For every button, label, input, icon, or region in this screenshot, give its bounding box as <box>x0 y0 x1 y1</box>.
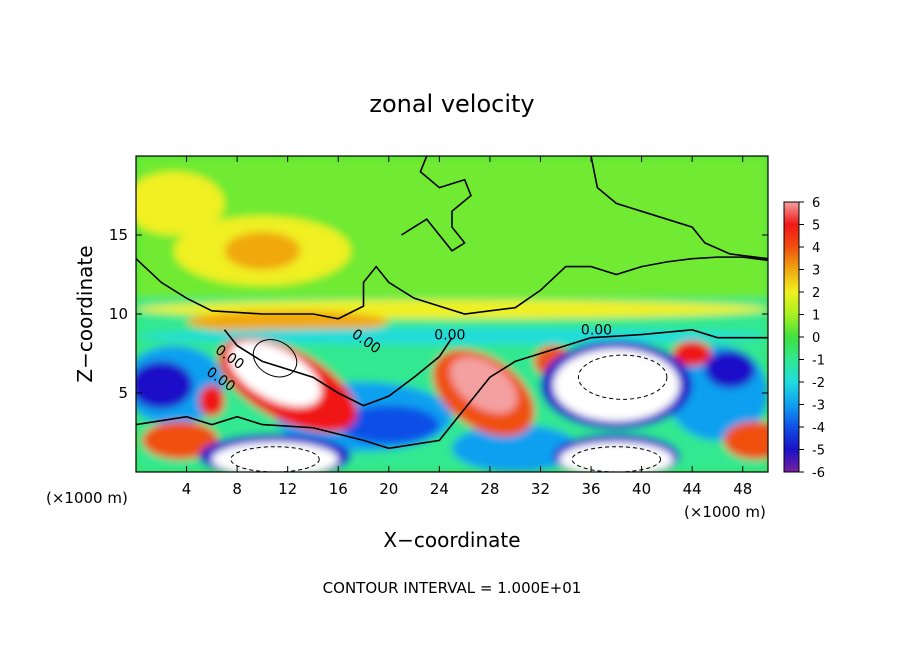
cold-bottom-right-core <box>559 441 674 472</box>
x-tick-label: 8 <box>232 480 242 498</box>
colorbar-tick-label: 3 <box>812 264 820 279</box>
x-tick-label: 40 <box>632 480 651 498</box>
zero-contour-upper <box>136 256 768 320</box>
warm-upper-left <box>136 171 225 235</box>
colorbar-tick-label: -6 <box>812 466 825 481</box>
y-axis-ticks: 5 10 15 <box>109 226 768 402</box>
colorbar-ticks: 6 5 4 3 2 1 0 -1 -2 -3 -4 -5 -6 <box>799 196 825 481</box>
x-unit-right: (×1000 m) <box>684 503 766 521</box>
colorbar-tick-label: 5 <box>812 219 820 234</box>
cold-bottom-mid <box>452 424 579 472</box>
inner-contour-right <box>577 354 668 400</box>
colorbar-tick-label: -5 <box>812 444 825 459</box>
zero-contour-lines <box>136 156 768 472</box>
velocity-field <box>136 156 768 472</box>
warm-band-left <box>186 310 389 333</box>
colorbar: 6 5 4 3 2 1 0 -1 -2 -3 -4 -5 -6 <box>783 196 825 481</box>
colorbar-tick-label: 2 <box>812 286 820 301</box>
x-axis-ticks: 4 8 12 16 20 24 28 32 36 40 44 48 <box>182 156 752 498</box>
x-tick-label: 28 <box>480 480 499 498</box>
contour-label: 0.00 <box>434 327 465 343</box>
cold-jet-right-core <box>553 348 680 422</box>
x-tick-label: 24 <box>430 480 449 498</box>
colorbar-tick-label: -1 <box>812 354 825 369</box>
cold-belt-mid-core <box>338 405 440 444</box>
x-tick-label: 44 <box>683 480 702 498</box>
warm-upper-core <box>224 231 301 270</box>
contour-interval-note: CONTOUR INTERVAL = 1.000E+01 <box>323 579 582 597</box>
x-tick-label: 48 <box>733 480 752 498</box>
x-tick-label: 32 <box>531 480 550 498</box>
colorbar-tick-label: -3 <box>812 399 825 414</box>
contour-label: 0.00 <box>581 323 612 339</box>
warm-bottom-right <box>723 421 768 460</box>
x-tick-label: 12 <box>278 480 297 498</box>
zero-contour-lower <box>136 328 768 450</box>
warm-jet-left-core <box>228 341 322 407</box>
warm-right-spot <box>673 340 712 367</box>
y-tick-label: 5 <box>118 384 128 402</box>
colorbar-tick-label: -4 <box>812 421 825 436</box>
inner-contour-bottom-right <box>571 446 662 472</box>
y-tick-label: 10 <box>109 305 128 323</box>
cold-right-core <box>704 350 756 389</box>
x-tick-label: 20 <box>379 480 398 498</box>
colorbar-tick-label: 1 <box>812 309 820 324</box>
chart-title: zonal velocity <box>369 90 534 118</box>
zero-contour-mid <box>223 329 453 407</box>
x-tick-label: 4 <box>182 480 192 498</box>
colorbar-tick-label: -2 <box>812 376 825 391</box>
x-unit-left: (×1000 m) <box>46 489 128 507</box>
warm-bottom-left <box>142 421 219 460</box>
colorbar-tick-label: 6 <box>812 196 820 211</box>
y-tick-label: 15 <box>109 226 128 244</box>
colorbar-gradient <box>783 201 800 473</box>
cyan-band <box>136 328 768 345</box>
cold-left-core <box>136 361 193 409</box>
x-tick-label: 16 <box>329 480 348 498</box>
inner-contour-left <box>252 339 298 378</box>
y-axis-label: Z−coordinate <box>73 245 97 382</box>
cold-bottom-left-core <box>211 441 339 472</box>
x-tick-label: 36 <box>581 480 600 498</box>
x-axis-label: X−coordinate <box>383 528 520 552</box>
zero-contour-top-right <box>590 156 768 260</box>
zero-contour-top <box>401 156 472 252</box>
red-left-spot <box>199 385 225 417</box>
inner-contour-bottom-left <box>230 446 320 472</box>
colorbar-tick-label: 0 <box>812 331 820 346</box>
colorbar-tick-label: 4 <box>812 241 820 256</box>
